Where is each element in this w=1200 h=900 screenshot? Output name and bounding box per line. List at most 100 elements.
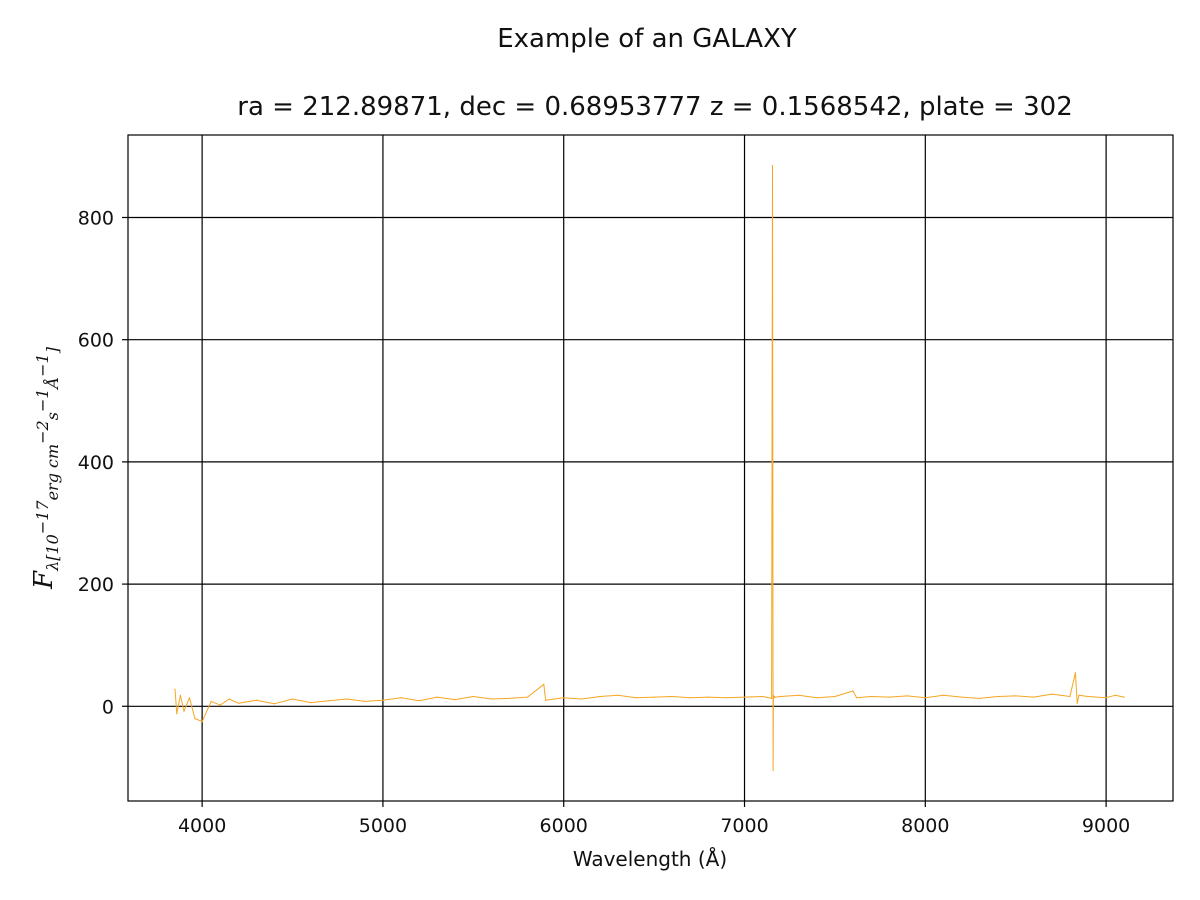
- svg-text:Fλ[10−17erg cm−2s−1Å−1]: Fλ[10−17erg cm−2s−1Å−1]: [29, 346, 62, 590]
- x-tick-label: 5000: [359, 815, 407, 837]
- spectrum-point: [328, 700, 330, 702]
- y-label-exp1: −17: [33, 500, 52, 535]
- spectrum-point: [772, 694, 775, 696]
- x-tick-label: 8000: [901, 815, 949, 837]
- spectrum-point: [188, 697, 191, 699]
- spectrum-point: [771, 697, 773, 700]
- axis-ticks: 4000 5000 6000 7000 8000 9000 0 200 400 600 800: [78, 207, 1131, 837]
- spectrum-point: [772, 769, 774, 772]
- spectrum-point: [774, 696, 776, 698]
- spectrum-point: [924, 697, 926, 699]
- spectrum-point: [906, 695, 908, 697]
- series-layer: [174, 165, 1125, 772]
- spectrum-point: [527, 696, 529, 698]
- y-label-subscript: λ[10: [43, 534, 62, 572]
- y-axis-label: Fλ[10−17erg cm−2s−1Å−1]: [29, 346, 62, 590]
- spectrum-point: [1069, 695, 1071, 698]
- x-tick-label: 7000: [720, 815, 768, 837]
- spectrum-point: [219, 704, 221, 706]
- spectrum-point: [635, 697, 637, 699]
- spectrum-point: [291, 698, 294, 700]
- spectrum-point: [997, 695, 999, 698]
- plot-frame: [127, 134, 1174, 802]
- spectrum-point: [888, 696, 890, 698]
- spectrum-point: [689, 697, 691, 699]
- spectrum-point: [418, 700, 420, 702]
- spectrum-point: [725, 697, 728, 699]
- x-tick-label: 4000: [178, 815, 226, 837]
- spectrum-point: [617, 694, 619, 696]
- spectrum-point: [834, 695, 836, 698]
- spectrum-point: [563, 697, 565, 699]
- spectrum-point: [1114, 694, 1116, 696]
- spectrum-point: [816, 697, 818, 699]
- spectrum-series-line: [174, 165, 1125, 771]
- spectrum-point: [856, 697, 858, 699]
- spectrum-point: [978, 697, 981, 700]
- x-axis-label: Wavelength (Å): [573, 847, 727, 871]
- spectrum-point: [490, 698, 492, 700]
- spectrum-point: [1033, 696, 1035, 698]
- spectrum-point: [942, 694, 945, 696]
- spectrum-point: [599, 695, 601, 698]
- y-label-mid: erg cm: [43, 444, 62, 501]
- x-tick-label: 6000: [540, 815, 588, 837]
- y-tick-label: 800: [78, 207, 114, 229]
- y-tick-label: 600: [78, 330, 114, 352]
- y-tick-label: 400: [78, 452, 114, 474]
- y-tick-label: 0: [102, 696, 114, 718]
- spectrum-point: [201, 721, 203, 723]
- spectrum-point: [743, 696, 746, 698]
- spectrum-point: [174, 688, 176, 690]
- spectrum-point: [852, 690, 854, 692]
- spectrum-point: [762, 695, 764, 698]
- spectrum-point: [382, 699, 384, 701]
- spectrum-point: [870, 695, 872, 698]
- spectrum-point: [1076, 702, 1078, 704]
- spectrum-point: [1087, 695, 1089, 698]
- y-label-s: s: [43, 412, 62, 420]
- y-label-close: ]: [43, 346, 62, 354]
- spectrum-point: [310, 702, 312, 704]
- spectrum-point: [543, 683, 545, 685]
- spectrum-point: [346, 698, 348, 700]
- spectrum-point: [400, 697, 402, 699]
- spectrum-point: [210, 700, 212, 703]
- chart-title: Example of an GALAXY: [497, 24, 797, 54]
- spectrum-point: [255, 699, 257, 701]
- spectrum-point: [1074, 672, 1076, 674]
- spectrum-point: [228, 698, 230, 700]
- spectrum-point: [194, 717, 196, 720]
- y-tick-label: 200: [78, 574, 114, 596]
- spectrum-point: [364, 700, 366, 703]
- spectrum-point: [273, 703, 275, 705]
- spectrum-point: [179, 694, 181, 696]
- spectrum-point: [545, 699, 547, 701]
- spectrum-point: [707, 696, 710, 698]
- spectrum-point: [183, 710, 185, 712]
- spectrum-point: [780, 695, 782, 698]
- spectrum-point: [554, 698, 556, 700]
- y-label-symbol: F: [29, 570, 59, 590]
- spectrum-point: [436, 696, 438, 698]
- x-tick-label: 9000: [1082, 815, 1130, 837]
- y-label-exp2: −2: [33, 420, 52, 444]
- spectrum-point: [671, 695, 673, 698]
- spectrum-point: [653, 696, 655, 698]
- y-label-unit: Å: [42, 377, 62, 391]
- spectrum-point: [1078, 694, 1080, 696]
- spectrum-point: [454, 699, 456, 701]
- spectrum-point: [1105, 697, 1107, 699]
- spectrum-point: [1051, 693, 1053, 695]
- spectrum-point: [581, 698, 583, 700]
- spectrum-point: [771, 165, 774, 167]
- spectrum-point: [1123, 696, 1125, 698]
- spectrum-point: [237, 702, 239, 704]
- grid: [128, 135, 1173, 801]
- spectrum-point: [1015, 695, 1017, 697]
- spectrum-point: [773, 697, 775, 699]
- chart-subtitle: ra = 212.89871, dec = 0.68953777 z = 0.1…: [237, 92, 1072, 122]
- spectrum-point: [472, 695, 474, 698]
- y-label-exp4: −1: [33, 353, 52, 377]
